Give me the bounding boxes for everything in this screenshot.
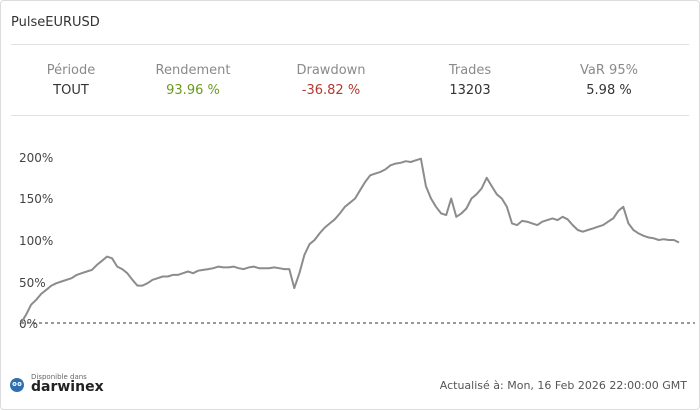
stat-drawdown-value: -36.82 % <box>301 83 361 98</box>
stat-trades-value: 13203 <box>449 83 491 98</box>
stat-var: VaR 95% 5.98 % <box>539 63 679 98</box>
stat-trades-label: Trades <box>448 63 492 78</box>
stat-period-label: Période <box>46 63 96 78</box>
divider-middle <box>11 115 689 116</box>
stat-drawdown: Drawdown -36.82 % <box>261 63 401 98</box>
stat-drawdown-label: Drawdown <box>296 63 366 78</box>
updated-timestamp: Actualisé à: Mon, 16 Feb 2026 22:00:00 G… <box>439 379 687 392</box>
stat-trades: Trades 13203 <box>400 63 540 98</box>
strategy-title: PulseEURUSD <box>11 15 100 30</box>
stat-return-value: 93.96 % <box>166 83 220 98</box>
darwinex-logo[interactable]: Disponible dans darwinex <box>9 373 129 401</box>
y-tick-label: 150% <box>19 192 54 206</box>
darwinex-owl-icon <box>10 378 24 392</box>
divider-top <box>11 44 689 45</box>
stat-period: Période TOUT <box>1 63 141 98</box>
stat-return-label: Rendement <box>155 63 231 78</box>
equity-curve <box>20 157 680 324</box>
stat-period-value: TOUT <box>53 83 89 98</box>
y-tick-label: 50% <box>19 276 46 290</box>
y-tick-label: 100% <box>19 234 54 248</box>
stat-var-label: VaR 95% <box>580 63 638 78</box>
y-tick-label: 0% <box>19 317 39 331</box>
brand-name: darwinex <box>31 379 104 395</box>
stat-var-value: 5.98 % <box>586 83 632 98</box>
y-tick-label: 200% <box>19 151 54 165</box>
stat-return: Rendement 93.96 % <box>123 63 263 98</box>
available-in-label: Disponible dans <box>31 373 87 381</box>
